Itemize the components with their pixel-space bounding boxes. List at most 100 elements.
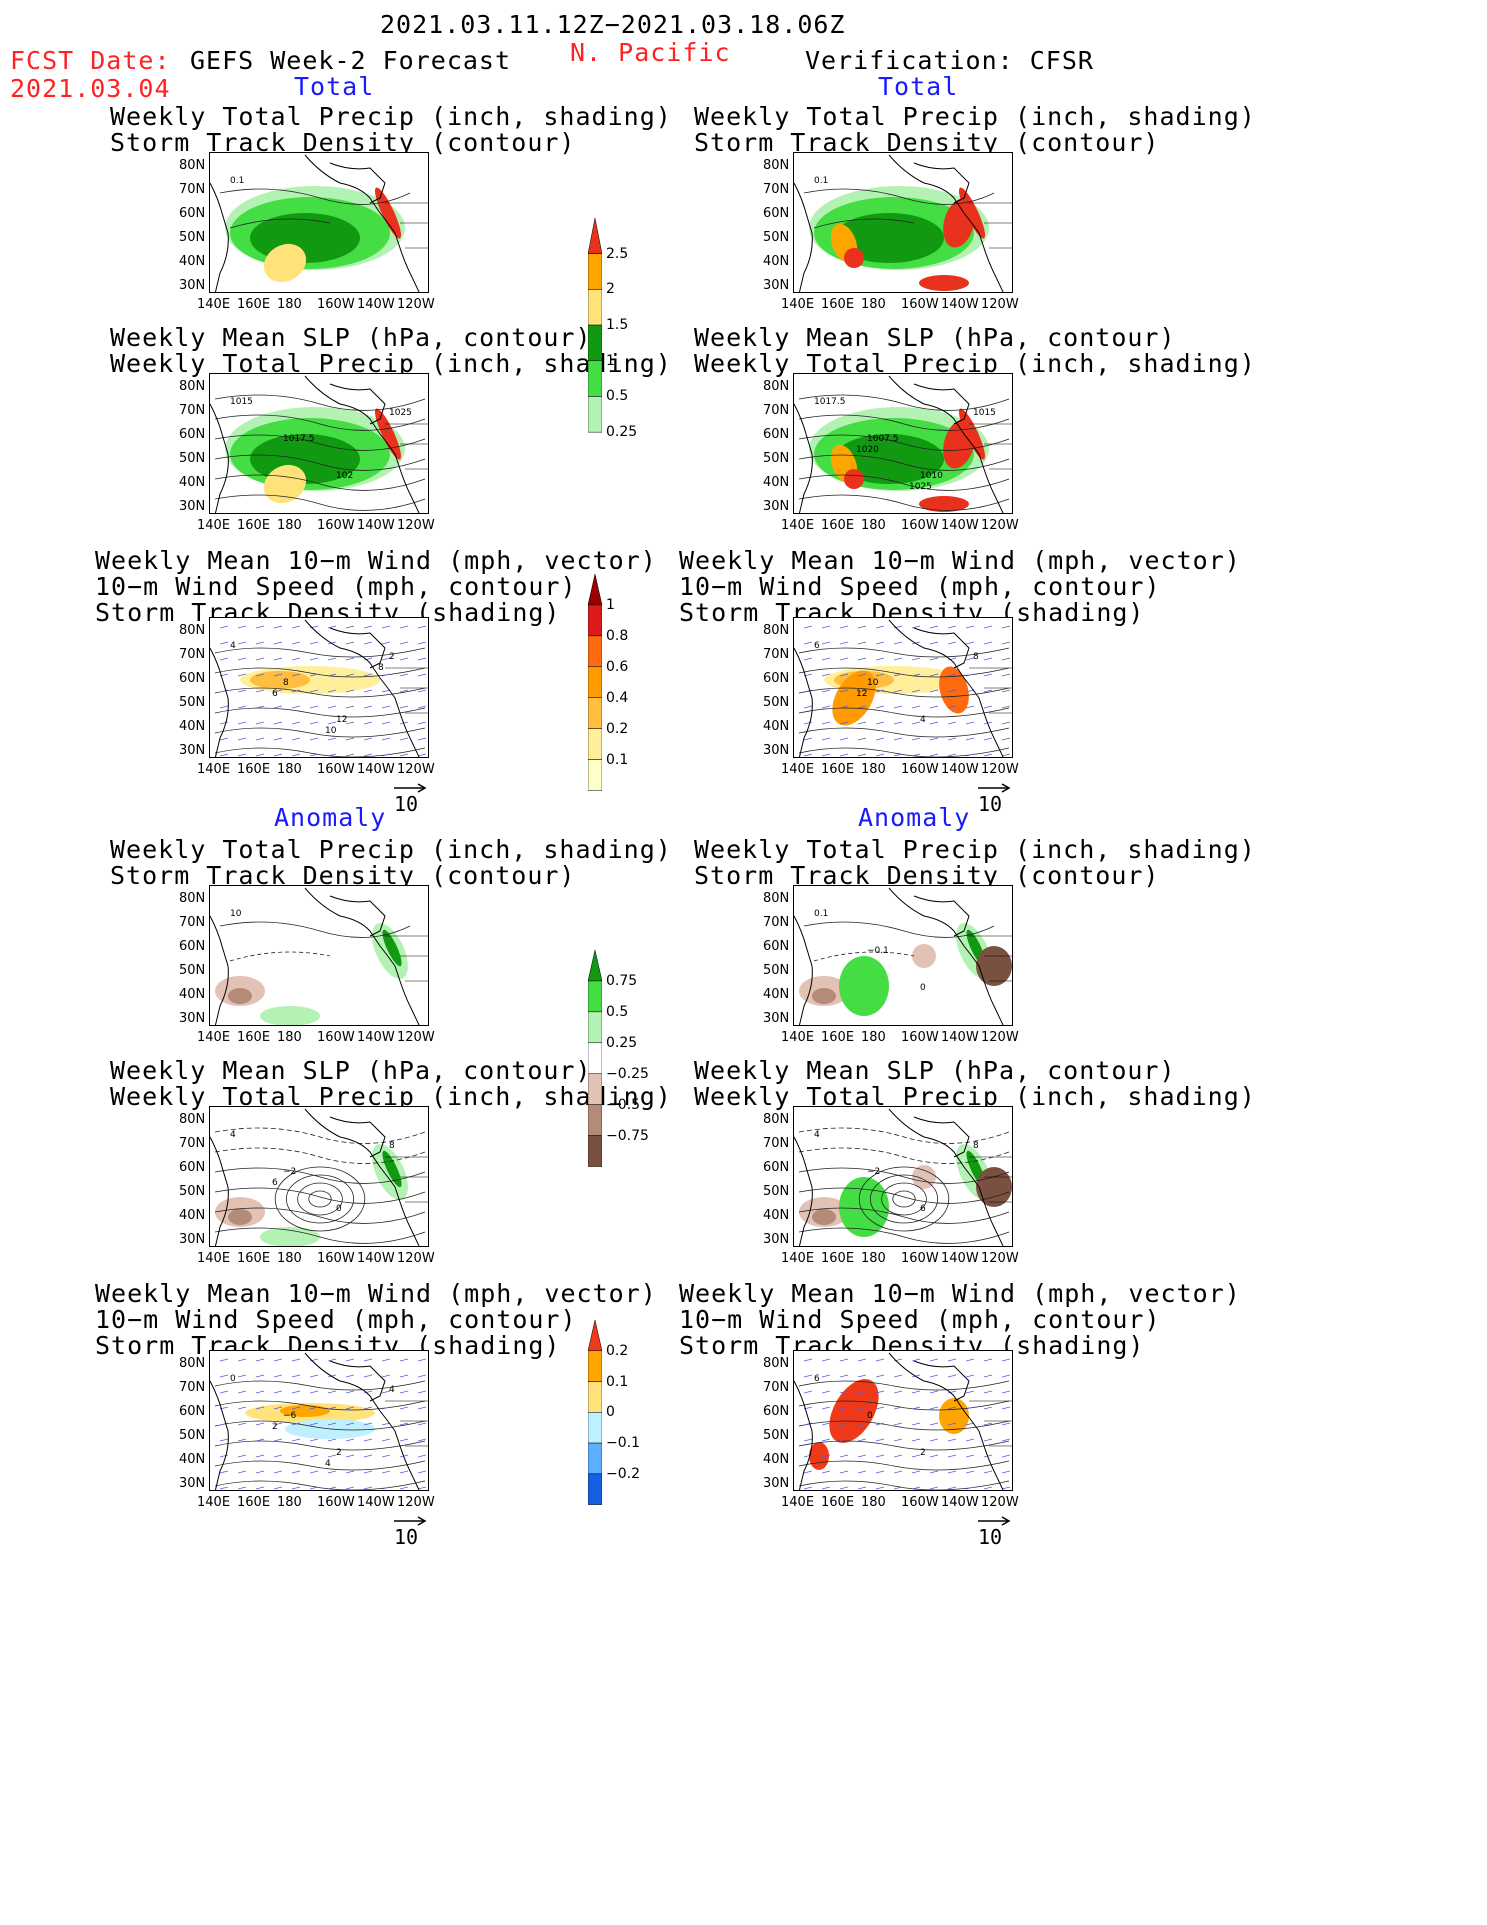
contour-label: 1015 [973, 408, 996, 418]
wind-vector [893, 1454, 903, 1458]
wind-vector [273, 641, 283, 645]
wind-vector [363, 1374, 373, 1378]
wind-speed-contour [214, 707, 426, 718]
slp-anom-ring [308, 1190, 332, 1208]
lon-tick-label: 140W [357, 1030, 395, 1045]
wind-vector [417, 753, 427, 757]
contour-label: 0.1 [814, 909, 828, 919]
wind-vector [381, 657, 391, 661]
lat-tick-label: 70N [763, 1380, 790, 1395]
wind-vector [345, 625, 355, 629]
coastline-alaska [913, 1360, 970, 1402]
contour-label: 4 [920, 715, 926, 725]
lon-tick-label: 140W [941, 1495, 979, 1510]
state-border [385, 423, 428, 470]
wind-vector [965, 641, 975, 645]
colorbar-swatch [587, 1011, 603, 1044]
wind-vector [893, 753, 903, 757]
wind-vector [893, 641, 903, 645]
wind-vector [983, 1422, 993, 1426]
lat-tick-label: 80N [763, 1356, 790, 1371]
colorbar-label: −0.2 [606, 1465, 640, 1482]
lat-tick-label: 70N [763, 647, 790, 662]
wind-vector [821, 689, 831, 693]
contour-label: 4 [230, 641, 236, 651]
wind-speed-contour [798, 1440, 1010, 1451]
lat-tick-label: 80N [179, 1112, 206, 1127]
contour-label: 6 [272, 689, 278, 699]
lon-tick-label: 140W [941, 762, 979, 777]
wind-vector [983, 1390, 993, 1394]
wind-vector [983, 625, 993, 629]
wind-vector [947, 1470, 957, 1474]
colorbar-swatch [587, 1473, 603, 1505]
title-L1: Weekly Total Precip (inch, shading) Storm… [110, 102, 672, 157]
wind-vector [327, 1454, 337, 1458]
lon-tick-label: 160E [237, 1251, 271, 1266]
wind-vector [857, 705, 867, 709]
contour-label: 8 [283, 678, 289, 688]
wind-vector [327, 1486, 337, 1490]
wind-vector [399, 1438, 409, 1442]
slp-anom-ring [870, 1174, 938, 1224]
wind-vector [345, 1406, 355, 1410]
wind-vector [291, 673, 301, 677]
lat-tick-label: 80N [179, 623, 206, 638]
wind-vector [417, 689, 427, 693]
wind-vector [363, 673, 373, 677]
lon-tick-label: 140E [781, 762, 815, 777]
coastline [304, 154, 420, 292]
coastline-alaska [329, 383, 386, 425]
wind-vector [965, 1438, 975, 1442]
coastline-alaska [329, 1116, 386, 1158]
storm-track-contour [229, 951, 331, 962]
lon-tick-label: 160W [901, 518, 939, 533]
anom-track-orange [280, 1405, 330, 1417]
lon-tick-label: 160W [901, 1495, 939, 1510]
lon-tick-label: 160E [821, 762, 855, 777]
wind-vector [857, 1454, 867, 1458]
lon-tick-label: 180 [277, 518, 302, 533]
wind-vector [857, 657, 867, 661]
wind-vector [345, 1390, 355, 1394]
wind-vector [839, 657, 849, 661]
wind-vector [893, 1390, 903, 1394]
wind-vector [363, 1470, 373, 1474]
wind-vector [363, 657, 373, 661]
wind-vector [839, 737, 849, 741]
wind-vector [291, 1374, 301, 1378]
wind-vector [219, 1438, 229, 1442]
wind-vector [327, 1406, 337, 1410]
colorbar-label: 2 [606, 281, 615, 298]
lat-tick-label: 60N [179, 939, 206, 954]
coastline-west [210, 915, 229, 1025]
wind-vector [821, 1406, 831, 1410]
wind-vector [309, 705, 319, 709]
wind-vector [839, 625, 849, 629]
coastline [888, 619, 1004, 757]
wind-vector [237, 689, 247, 693]
contour-label: 8 [973, 652, 979, 662]
contour-label: 4 [230, 1130, 236, 1140]
wind-vector [291, 1422, 301, 1426]
wind-vector [803, 625, 813, 629]
wind-vector [929, 1470, 939, 1474]
wind-vector [345, 1374, 355, 1378]
wind-vector [291, 1454, 301, 1458]
lat-tick-label: 50N [763, 1428, 790, 1443]
wind-vector [417, 1374, 427, 1378]
contour-label: 2 [272, 1422, 278, 1432]
wind-vector [857, 1470, 867, 1474]
wind-speed-contour [214, 1380, 426, 1391]
wind-vector [911, 657, 921, 661]
state-border [969, 935, 1012, 982]
colorbar-swatch [587, 1104, 603, 1136]
contour-label: 0 [230, 1374, 236, 1384]
contour-label: 1010 [920, 471, 943, 481]
wind-vector [273, 1406, 283, 1410]
wind-vector [327, 1390, 337, 1394]
wind-vector [839, 1374, 849, 1378]
wind-vector [1001, 689, 1011, 693]
contour-label: −6 [283, 1411, 297, 1421]
wind-vector [417, 1406, 427, 1410]
